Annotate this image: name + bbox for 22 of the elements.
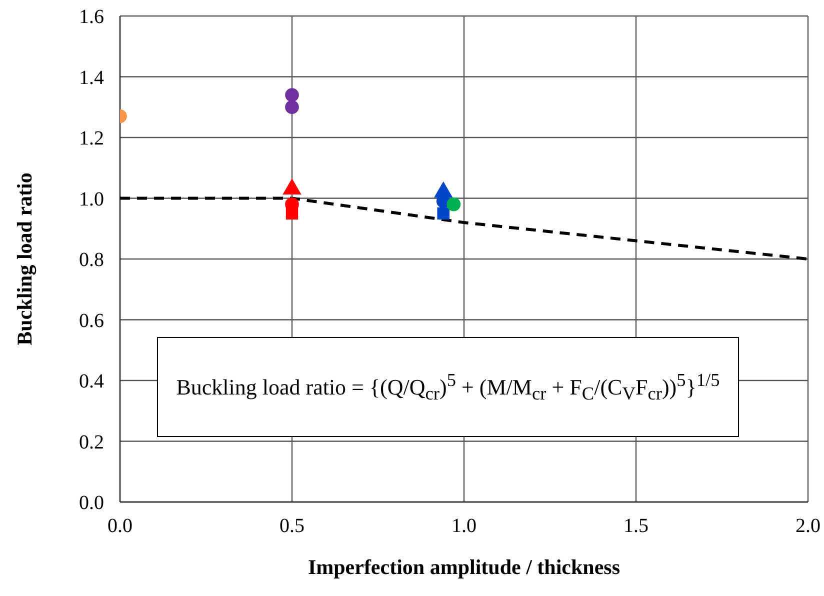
point [285, 88, 299, 102]
y-tick-label: 0.4 [79, 370, 104, 393]
x-tick-label: 0.5 [280, 515, 304, 538]
y-tick-label: 1.2 [79, 128, 104, 150]
x-tick-label: 1.5 [624, 515, 648, 538]
x-tick-label: 1.0 [452, 515, 476, 538]
y-tick-label: 0.8 [79, 249, 104, 272]
point [446, 197, 461, 212]
point [437, 207, 450, 220]
y-tick-label: 0.2 [79, 431, 104, 454]
y-tick-label: 1.6 [79, 6, 104, 28]
y-tick-label: 0.6 [79, 310, 104, 332]
formula-text-box: Buckling load ratio = {(Q/Q$_{cr}$)$^{5}$ + (M/M$_{cr}$ + F$_{C}$/(C$_{V}$F$_{cr}$))$^{5}$}$^{1/5}$ [157, 337, 739, 437]
y-tick-label: 1.4 [79, 66, 104, 89]
y-tick-label: 1.0 [79, 188, 104, 210]
point [286, 207, 298, 220]
y-tick-label: 0.0 [79, 492, 104, 514]
x-tick-label: 0.0 [108, 515, 132, 538]
x-tick-label: 2.0 [796, 515, 820, 538]
y-axis-title: Buckling load ratio [12, 172, 36, 346]
x-axis-title: Imperfection amplitude / thickness [308, 555, 620, 579]
point [285, 100, 299, 114]
